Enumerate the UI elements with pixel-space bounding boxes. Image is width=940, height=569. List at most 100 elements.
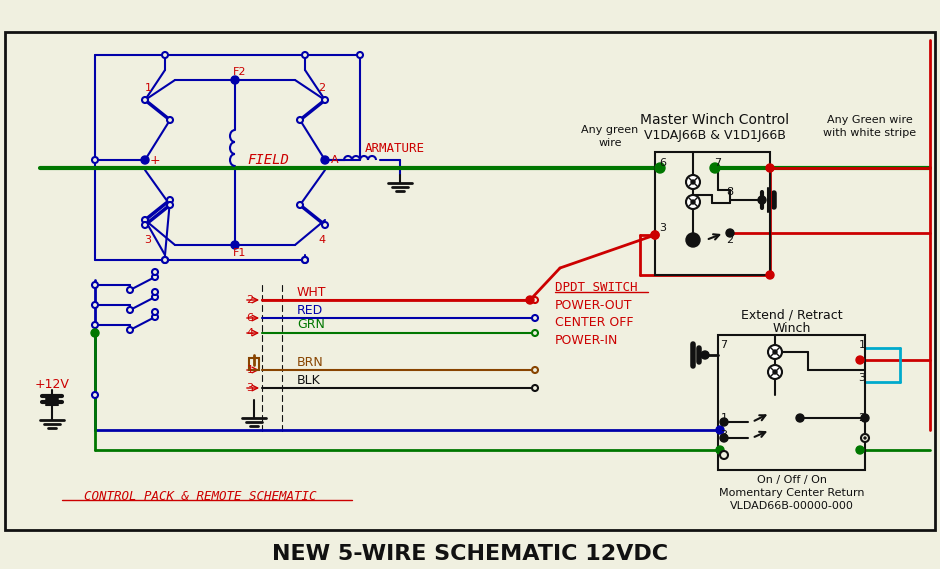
Text: BLK: BLK (297, 373, 321, 386)
Circle shape (710, 163, 720, 173)
Circle shape (758, 196, 766, 204)
Circle shape (532, 330, 538, 336)
Text: Momentary Center Return: Momentary Center Return (719, 488, 865, 498)
Text: 2: 2 (246, 295, 254, 305)
Circle shape (231, 76, 239, 84)
Text: RED: RED (297, 303, 323, 316)
Circle shape (152, 294, 158, 300)
Circle shape (526, 296, 534, 304)
Circle shape (651, 231, 659, 239)
Text: 7: 7 (714, 158, 722, 168)
Circle shape (302, 257, 308, 263)
Circle shape (141, 156, 149, 164)
Circle shape (686, 175, 700, 189)
Circle shape (686, 195, 700, 209)
Text: F1: F1 (233, 248, 246, 258)
Text: +: + (149, 154, 161, 167)
Text: On / Off / On: On / Off / On (757, 475, 827, 485)
Circle shape (92, 392, 98, 398)
Circle shape (127, 327, 133, 333)
Circle shape (152, 269, 158, 275)
Circle shape (142, 217, 148, 223)
Text: 1: 1 (246, 365, 254, 375)
Circle shape (162, 257, 168, 263)
Text: DPDT SWITCH: DPDT SWITCH (555, 281, 637, 294)
Circle shape (768, 365, 782, 379)
Text: 4: 4 (319, 235, 325, 245)
Text: 3: 3 (660, 223, 666, 233)
Text: NEW 5-WIRE SCHEMATIC 12VDC: NEW 5-WIRE SCHEMATIC 12VDC (272, 544, 668, 564)
Circle shape (167, 197, 173, 203)
Text: Master Winch Control: Master Winch Control (640, 113, 790, 127)
Bar (5, 32, 935, 530)
Circle shape (357, 52, 363, 58)
Circle shape (91, 329, 99, 337)
Circle shape (322, 222, 328, 228)
Bar (718, 335, 865, 470)
Circle shape (773, 370, 777, 374)
Text: 2: 2 (319, 83, 325, 93)
Circle shape (152, 309, 158, 315)
Text: Any Green wire: Any Green wire (827, 115, 913, 125)
Circle shape (726, 229, 734, 237)
Circle shape (716, 446, 724, 454)
Circle shape (127, 287, 133, 293)
Circle shape (720, 451, 728, 459)
Text: GRN: GRN (297, 319, 325, 332)
Circle shape (152, 289, 158, 295)
Circle shape (92, 282, 98, 288)
Bar (249, 358, 259, 370)
Circle shape (152, 274, 158, 280)
Circle shape (701, 351, 709, 359)
Circle shape (127, 307, 133, 313)
Circle shape (92, 157, 98, 163)
Circle shape (302, 52, 308, 58)
Circle shape (766, 164, 774, 172)
Text: 1: 1 (145, 83, 151, 93)
Circle shape (773, 350, 777, 354)
Circle shape (532, 385, 538, 391)
Text: 4: 4 (246, 328, 254, 338)
Text: 3: 3 (858, 373, 866, 383)
Text: 6: 6 (660, 158, 666, 168)
Circle shape (162, 257, 168, 263)
Circle shape (532, 367, 538, 373)
Circle shape (92, 302, 98, 308)
Text: FIELD: FIELD (247, 153, 289, 167)
Circle shape (655, 163, 665, 173)
Circle shape (861, 414, 869, 422)
Text: Winch: Winch (773, 321, 811, 335)
Text: 1: 1 (720, 413, 728, 423)
Circle shape (297, 202, 303, 208)
Text: 3: 3 (720, 430, 728, 440)
Text: F2: F2 (233, 67, 246, 77)
Circle shape (532, 315, 538, 321)
Text: wire: wire (598, 138, 621, 148)
Circle shape (766, 271, 774, 279)
Circle shape (162, 52, 168, 58)
Circle shape (152, 314, 158, 320)
Text: POWER-OUT: POWER-OUT (555, 299, 633, 311)
Circle shape (167, 117, 173, 123)
Text: Extend / Retract: Extend / Retract (741, 308, 843, 321)
Circle shape (142, 222, 148, 228)
Circle shape (686, 233, 700, 247)
Text: ARMATURE: ARMATURE (365, 142, 425, 155)
Circle shape (302, 257, 308, 263)
Circle shape (716, 426, 724, 434)
Circle shape (691, 200, 695, 204)
Text: with white stripe: with white stripe (823, 128, 916, 138)
Text: BRN: BRN (297, 356, 323, 369)
Text: 6: 6 (246, 313, 254, 323)
Text: V1DAJ66B & V1D1J66B: V1DAJ66B & V1D1J66B (644, 129, 786, 142)
Circle shape (167, 202, 173, 208)
Text: WHT: WHT (297, 286, 326, 299)
Text: POWER-IN: POWER-IN (555, 333, 619, 347)
Text: 3: 3 (246, 383, 254, 393)
Circle shape (691, 180, 695, 184)
Text: CENTER OFF: CENTER OFF (555, 316, 634, 329)
Text: A: A (331, 155, 338, 165)
Text: 2: 2 (727, 235, 733, 245)
Circle shape (768, 345, 782, 359)
Circle shape (864, 437, 866, 439)
